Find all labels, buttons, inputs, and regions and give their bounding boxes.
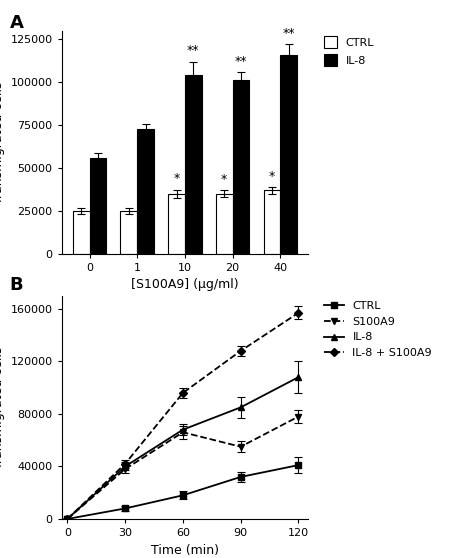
Text: *: * (221, 173, 228, 186)
Text: **: ** (235, 55, 247, 68)
Legend: CTRL, S100A9, IL-8, IL-8 + S100A9: CTRL, S100A9, IL-8, IL-8 + S100A9 (324, 301, 432, 358)
Bar (90, 158, 106, 254)
Bar (73, 211, 90, 254)
Text: B: B (9, 276, 23, 294)
Text: *: * (269, 170, 275, 182)
Bar (120, 211, 137, 254)
Legend: CTRL, IL-8: CTRL, IL-8 (324, 36, 374, 66)
X-axis label: [S100A9] (μg/ml): [S100A9] (μg/ml) (131, 278, 239, 291)
Y-axis label: Transmigrated cells: Transmigrated cells (0, 346, 5, 469)
Text: *: * (173, 172, 180, 185)
Bar (264, 190, 280, 254)
Bar (280, 55, 297, 254)
Y-axis label: Transmigrated cells: Transmigrated cells (0, 81, 5, 204)
Bar (233, 80, 249, 254)
Bar (185, 75, 201, 254)
Text: **: ** (187, 44, 200, 57)
Bar (216, 194, 233, 254)
Bar (137, 128, 154, 254)
Text: A: A (9, 14, 23, 32)
X-axis label: Time (min): Time (min) (151, 543, 219, 556)
Text: **: ** (283, 27, 295, 40)
Bar (168, 194, 185, 254)
